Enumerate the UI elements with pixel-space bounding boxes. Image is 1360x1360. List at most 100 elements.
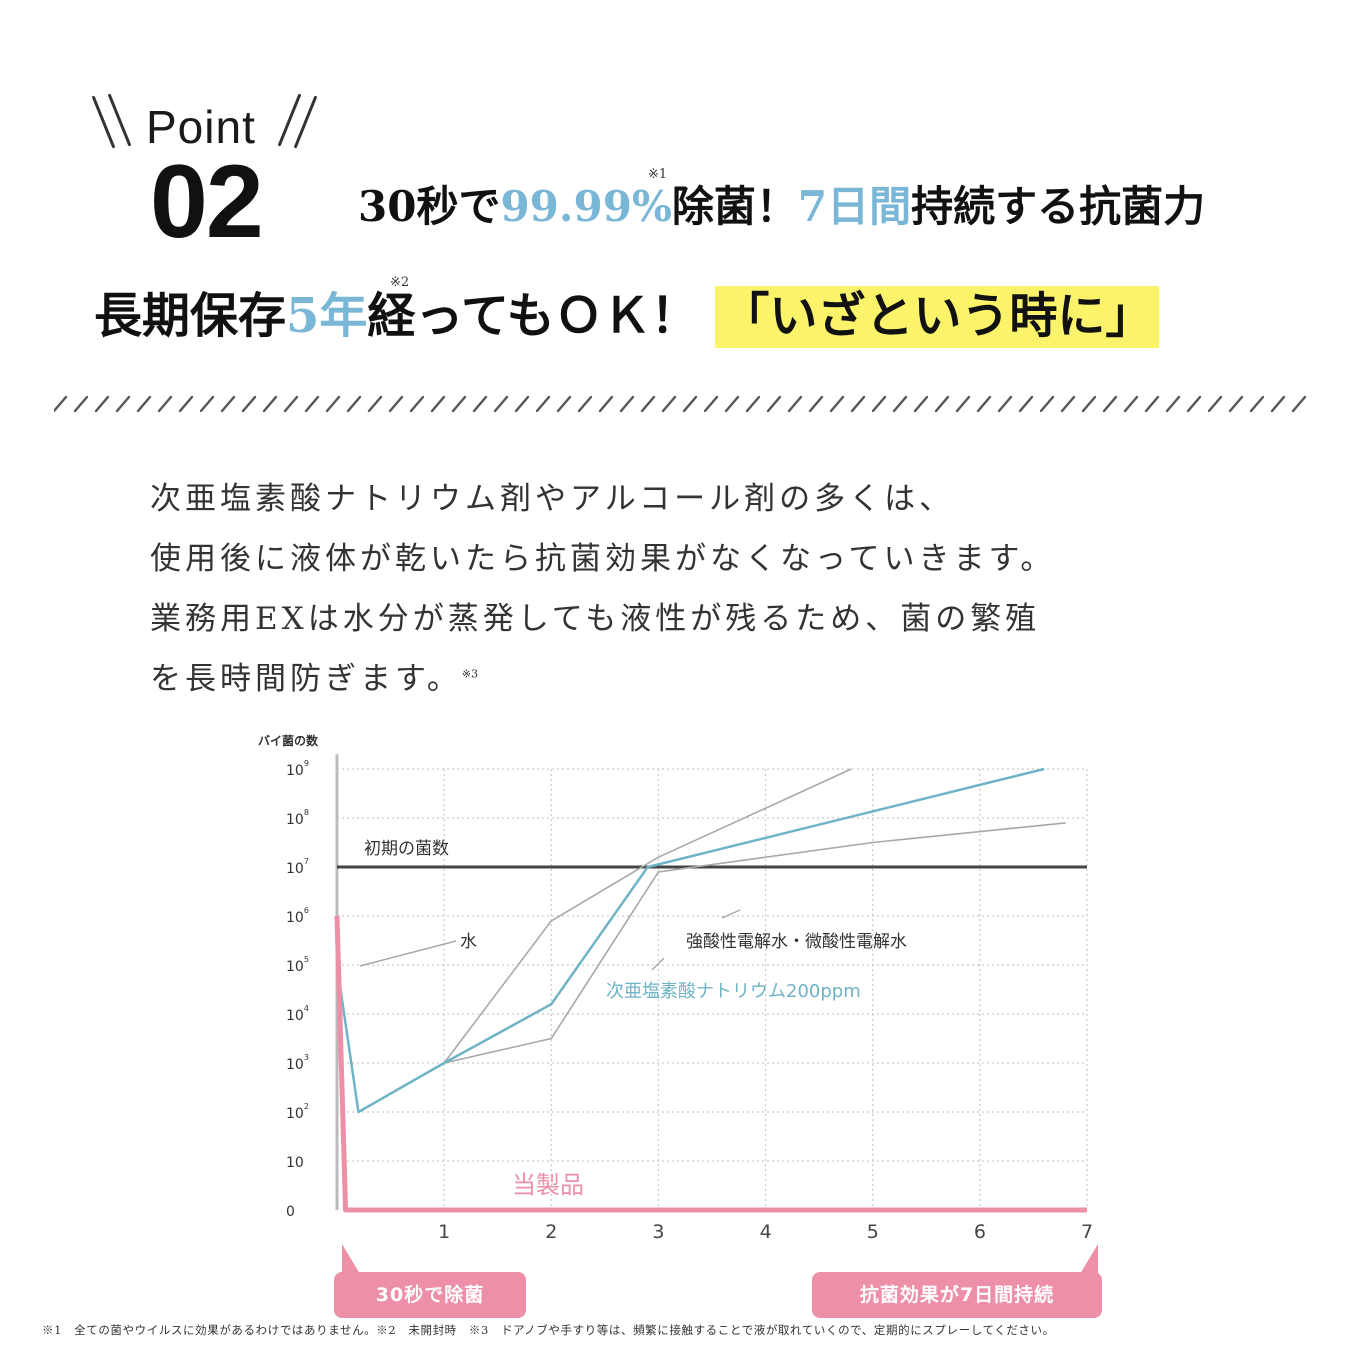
divider-dash bbox=[73, 395, 89, 413]
y-tick-label: 104 bbox=[286, 1004, 309, 1024]
body-line-4: を長時間防ぎます。※3 bbox=[150, 664, 478, 695]
divider-dash bbox=[199, 395, 215, 413]
body-line-4-text: を長時間防ぎます。 bbox=[150, 661, 462, 697]
divider-dash bbox=[220, 395, 236, 413]
series-line-1 bbox=[336, 822, 1066, 1113]
body-line-1: 次亜塩素酸ナトリウム剤やアルコール剤の多くは、 bbox=[150, 481, 955, 517]
divider-dash bbox=[640, 395, 656, 413]
divider-dash bbox=[283, 395, 299, 413]
divider-dash bbox=[1291, 395, 1307, 413]
divider-dash bbox=[976, 395, 992, 413]
headline2-years: 5年 bbox=[286, 288, 368, 344]
series-label-sodium-hypochlorite: 次亜塩素酸ナトリウム200ppm bbox=[606, 981, 861, 1002]
reference-line-label: 初期の菌数 bbox=[364, 839, 449, 859]
divider-dash bbox=[1165, 395, 1181, 413]
divider-dash bbox=[808, 395, 824, 413]
badge-point-number: 02 bbox=[150, 144, 264, 260]
headline-antibacterial: 30秒で99.99%除菌！7日間持続する抗菌力 bbox=[358, 186, 1205, 228]
callout-30s-sterilize: 30秒で除菌 bbox=[334, 1272, 526, 1318]
divider-dash bbox=[556, 395, 572, 413]
divider-dash bbox=[871, 395, 887, 413]
divider-dash bbox=[409, 395, 425, 413]
divider-dash bbox=[913, 395, 929, 413]
x-tick-label: 7 bbox=[1081, 1221, 1093, 1243]
divider-dash bbox=[157, 395, 173, 413]
x-tick-label: 6 bbox=[974, 1221, 986, 1243]
divider-dash bbox=[1018, 395, 1034, 413]
divider-dash bbox=[535, 395, 551, 413]
divider-dash bbox=[367, 395, 383, 413]
divider-dash bbox=[1123, 395, 1139, 413]
divider-dash bbox=[1207, 395, 1223, 413]
headline2-highlight: 「いざという時に」 bbox=[715, 286, 1160, 348]
headline1-note-marker: ※1 bbox=[648, 167, 668, 182]
divider-dash bbox=[430, 395, 446, 413]
y-tick-label: 105 bbox=[286, 955, 309, 975]
divider-dash bbox=[346, 395, 362, 413]
headline1-part-c: 除菌！ bbox=[671, 182, 798, 231]
divider-dash bbox=[1102, 395, 1118, 413]
divider-dash bbox=[94, 395, 110, 413]
divider-dash bbox=[325, 395, 341, 413]
headline2-part-c: 経ってもＯＫ！ bbox=[367, 288, 699, 344]
footnote: ※1 全ての菌やウイルスに効果があるわけではありません。※2 未開封時 ※3 ド… bbox=[42, 1323, 1055, 1337]
divider-dash bbox=[1060, 395, 1076, 413]
series-label-this-product: 当製品 bbox=[512, 1171, 584, 1199]
y-tick-label: 10 bbox=[286, 1155, 304, 1171]
y-tick-label: 107 bbox=[286, 857, 309, 877]
divider-dash bbox=[619, 395, 635, 413]
x-tick-label: 4 bbox=[760, 1221, 772, 1243]
divider-dash bbox=[850, 395, 866, 413]
x-tick-label: 5 bbox=[867, 1221, 879, 1243]
headline1-percent: 99.99% bbox=[500, 182, 672, 231]
y-tick-label: 109 bbox=[286, 759, 309, 779]
chart-x-ticks: 1 2 3 4 5 6 7 bbox=[438, 1221, 1093, 1243]
divider-dash bbox=[577, 395, 593, 413]
y-tick-label: 0 bbox=[286, 1204, 295, 1220]
x-tick-label: 1 bbox=[438, 1221, 450, 1243]
x-tick-label: 3 bbox=[652, 1221, 664, 1243]
divider-dash bbox=[451, 395, 467, 413]
divider-dash bbox=[661, 395, 677, 413]
series-line-0 bbox=[336, 768, 852, 1113]
divider-dash bbox=[1144, 395, 1160, 413]
divider-dash bbox=[724, 395, 740, 413]
headline2-part-a: 長期保存 bbox=[94, 288, 287, 344]
divider-dash bbox=[1186, 395, 1202, 413]
callout-left-pointer bbox=[342, 1244, 360, 1274]
divider-dash bbox=[493, 395, 509, 413]
divider-dash bbox=[703, 395, 719, 413]
badge-point-word: Point bbox=[146, 101, 256, 153]
leader-electrolyzed bbox=[721, 909, 741, 919]
y-tick-label: 103 bbox=[286, 1053, 309, 1073]
divider-dash bbox=[136, 395, 152, 413]
divider-dash bbox=[1081, 395, 1097, 413]
headline1-part-a: 30秒で bbox=[358, 182, 501, 231]
chart-ylabel: バイ菌の数 bbox=[258, 733, 319, 748]
body-note-marker: ※3 bbox=[461, 667, 479, 681]
chart-series bbox=[334, 767, 1087, 1213]
divider-dash bbox=[1039, 395, 1055, 413]
divider-dash bbox=[472, 395, 488, 413]
divider-dash bbox=[787, 395, 803, 413]
callout-right-pointer bbox=[1080, 1244, 1098, 1274]
series-label-electrolyzed-water: 強酸性電解水・微酸性電解水 bbox=[686, 932, 907, 952]
headline1-days: 7日間 bbox=[797, 182, 912, 231]
divider-dash bbox=[745, 395, 761, 413]
body-line-3: 業務用EXは水分が蒸発しても液性が残るため、菌の繁殖 bbox=[150, 601, 1041, 637]
divider-dash bbox=[1228, 395, 1244, 413]
callout-7days-lasting: 抗菌効果が7日間持続 bbox=[812, 1272, 1102, 1318]
divider-dash bbox=[1249, 395, 1265, 413]
dashed-divider bbox=[54, 395, 1307, 413]
divider-dash bbox=[1270, 395, 1286, 413]
chart-grid bbox=[335, 754, 1088, 1210]
divider-dash bbox=[304, 395, 320, 413]
divider-dash bbox=[388, 395, 404, 413]
x-tick-label: 2 bbox=[545, 1221, 557, 1243]
series-line-3 bbox=[334, 915, 1087, 1213]
divider-dash bbox=[997, 395, 1013, 413]
divider-dash bbox=[892, 395, 908, 413]
divider-dash bbox=[178, 395, 194, 413]
divider-dash bbox=[598, 395, 614, 413]
divider-dash bbox=[934, 395, 950, 413]
